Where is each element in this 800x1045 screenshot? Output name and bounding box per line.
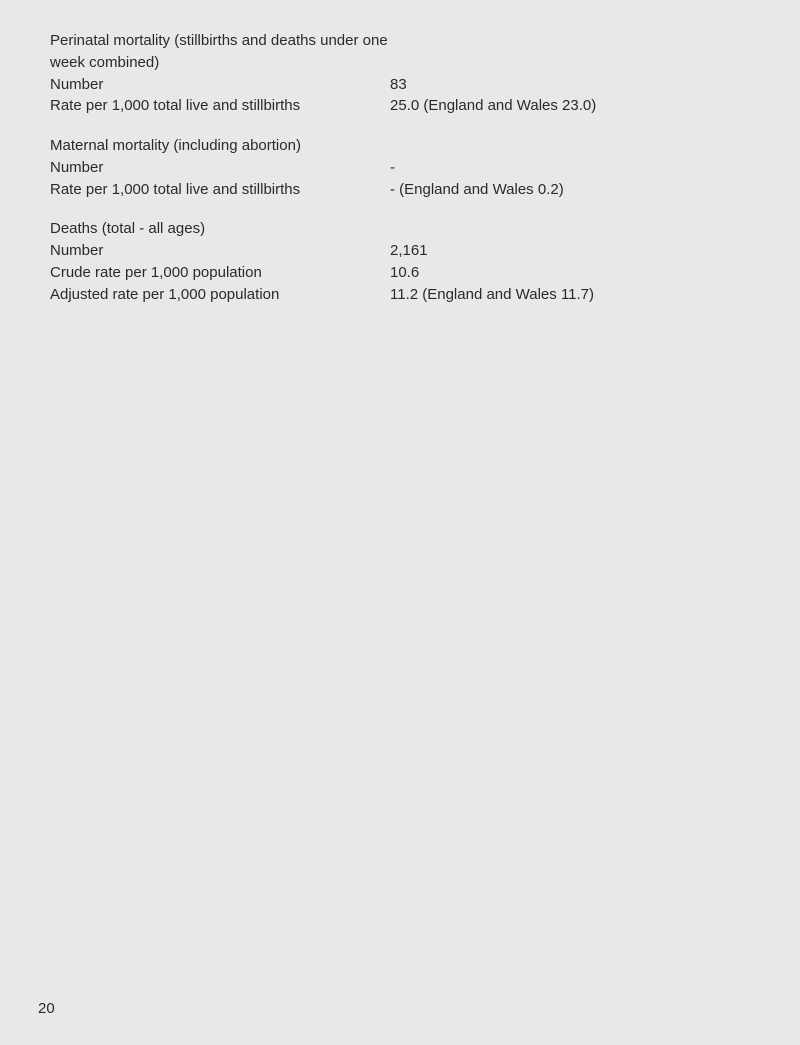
row-label: Rate per 1,000 total live and stillbirth… bbox=[50, 179, 390, 201]
row-value: 25.0 (England and Wales 23.0) bbox=[390, 95, 760, 117]
section-maternal: Maternal mortality (including abortion) … bbox=[50, 135, 760, 200]
row-value: 10.6 bbox=[390, 262, 760, 284]
section-heading-row: Maternal mortality (including abortion) bbox=[50, 135, 760, 157]
row-label: Number bbox=[50, 74, 390, 96]
row-value: 11.2 (England and Wales 11.7) bbox=[390, 284, 760, 306]
section-heading-row: Perinatal mortality (stillbirths and dea… bbox=[50, 30, 760, 74]
section-heading: Maternal mortality (including abortion) bbox=[50, 135, 390, 157]
data-row: Adjusted rate per 1,000 population 11.2 … bbox=[50, 284, 760, 306]
section-heading: Deaths (total - all ages) bbox=[50, 218, 390, 240]
row-value: 2,161 bbox=[390, 240, 760, 262]
data-row: Rate per 1,000 total live and stillbirth… bbox=[50, 95, 760, 117]
data-row: Rate per 1,000 total live and stillbirth… bbox=[50, 179, 760, 201]
row-label: Rate per 1,000 total live and stillbirth… bbox=[50, 95, 390, 117]
row-label: Crude rate per 1,000 population bbox=[50, 262, 390, 284]
page-number: 20 bbox=[38, 1000, 55, 1017]
data-row: Number 2,161 bbox=[50, 240, 760, 262]
row-label: Number bbox=[50, 240, 390, 262]
row-value: - bbox=[390, 157, 760, 179]
row-value: 83 bbox=[390, 74, 760, 96]
row-label: Number bbox=[50, 157, 390, 179]
document-content: Perinatal mortality (stillbirths and dea… bbox=[50, 30, 760, 305]
section-heading: Perinatal mortality (stillbirths and dea… bbox=[50, 30, 390, 74]
section-deaths: Deaths (total - all ages) Number 2,161 C… bbox=[50, 218, 760, 305]
row-label: Adjusted rate per 1,000 population bbox=[50, 284, 390, 306]
data-row: Crude rate per 1,000 population 10.6 bbox=[50, 262, 760, 284]
section-heading-row: Deaths (total - all ages) bbox=[50, 218, 760, 240]
data-row: Number 83 bbox=[50, 74, 760, 96]
data-row: Number - bbox=[50, 157, 760, 179]
section-perinatal: Perinatal mortality (stillbirths and dea… bbox=[50, 30, 760, 117]
row-value: - (England and Wales 0.2) bbox=[390, 179, 760, 201]
